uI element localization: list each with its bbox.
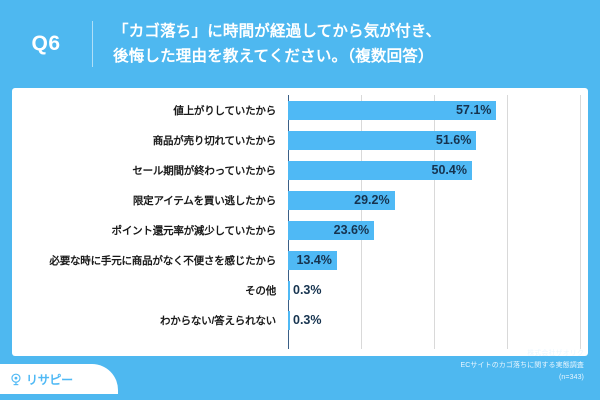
header-divider — [92, 21, 93, 67]
chart-row: 必要な時に手元に商品がなく不便さを感じたから 13.4% — [12, 245, 588, 275]
chart-bar-wrap: 50.4% — [288, 155, 588, 185]
chart-bar-value: 29.2% — [354, 193, 390, 207]
chart-bar: 51.6% — [288, 130, 477, 150]
chart-bar: 13.4% — [288, 250, 337, 270]
slide-header: Q6 「カゴ落ち」に時間が経過してから気が付き、 後悔した理由を教えてください。… — [0, 0, 600, 88]
chart-bar: 23.6% — [288, 220, 375, 240]
chart-category-label: わからない/答えられない — [159, 314, 276, 327]
chart-row: わからない/答えられない 0.3% — [12, 305, 588, 335]
chart-category-label: セール期間が終わっていたから — [132, 164, 276, 177]
brand-logo-text: リサピー — [26, 372, 73, 387]
brand-logo-inner: リサピー — [10, 371, 73, 388]
chart-gridline — [434, 95, 435, 349]
chart-bar-wrap: 29.2% — [288, 185, 588, 215]
chart-gridline — [580, 95, 581, 349]
chart-rows: 値上がりしていたから 57.1% 商品が売り切れていたから 51.6% セール期間が終わ… — [12, 95, 588, 335]
question-title-line-1: 「カゴ落ち」に時間が経過してから気が付き、 — [113, 22, 442, 40]
footer-credits: 株式会社ザオリク ECサイトのカゴ落ちに関する実態調査 (n=343) — [460, 348, 584, 384]
chart-bar — [288, 310, 290, 330]
magnifier-circle-icon — [11, 373, 21, 385]
chart-bar: 57.1% — [288, 100, 497, 120]
chart-row: ポイント還元率が減少していたから 23.6% — [12, 215, 588, 245]
chart-bar-wrap: 23.6% — [288, 215, 588, 245]
chart-bar-value: 0.3% — [293, 313, 322, 327]
question-title: 「カゴ落ち」に時間が経過してから気が付き、 後悔した理由を教えてください。（複数… — [93, 19, 441, 69]
chart-row: 値上がりしていたから 57.1% — [12, 95, 588, 125]
chart-bar-value: 51.6% — [435, 133, 472, 147]
chart-bar: 29.2% — [288, 190, 395, 210]
chart-category-label: 限定アイテムを買い逃したから — [132, 194, 276, 207]
chart-bar-wrap: 57.1% — [288, 95, 588, 125]
chart-bar-wrap: 0.3% — [288, 305, 588, 335]
question-number: Q6 — [31, 32, 61, 55]
chart-bar-wrap: 0.3% — [288, 275, 588, 305]
footer-company: 株式会社ザオリク — [527, 350, 584, 357]
chart-bar-value: 57.1% — [455, 103, 492, 117]
chart-row: 限定アイテムを買い逃したから 29.2% — [12, 185, 588, 215]
chart-bar-value: 13.4% — [296, 253, 332, 267]
chart-card: 値上がりしていたから 57.1% 商品が売り切れていたから 51.6% セール期間が終わ… — [12, 88, 588, 356]
chart-row: その他 0.3% — [12, 275, 588, 305]
chart-row: セール期間が終わっていたから 50.4% — [12, 155, 588, 185]
chart-bar-value: 0.3% — [293, 283, 322, 297]
chart-category-label: その他 — [245, 284, 276, 297]
chart-category-label: 商品が売り切れていたから — [152, 134, 276, 147]
chart-bar-value: 23.6% — [333, 223, 370, 237]
footer-survey-name: ECサイトのカゴ落ちに関する実態調査 — [460, 362, 584, 370]
chart-category-label: 値上がりしていたから — [173, 104, 276, 117]
brand-logo: リサピー — [0, 364, 118, 394]
chart-bar — [288, 280, 290, 300]
chart-gridline — [507, 95, 508, 349]
chart-bar-value: 50.4% — [431, 163, 467, 177]
chart-category-label: ポイント還元率が減少していたから — [111, 224, 277, 237]
bar-chart: 値上がりしていたから 57.1% 商品が売り切れていたから 51.6% セール期間が終わ… — [12, 88, 588, 356]
chart-bar-wrap: 51.6% — [288, 125, 588, 155]
chart-bar: 50.4% — [288, 160, 472, 180]
chart-row: 商品が売り切れていたから 51.6% — [12, 125, 588, 155]
footer-sample-size: (n=343) — [558, 374, 584, 382]
question-title-line-2: 後悔した理由を教えてください。（複数回答） — [113, 48, 434, 65]
chart-category-label: 必要な時に手元に商品がなく不便さを感じたから — [49, 254, 276, 267]
chart-bar-wrap: 13.4% — [288, 245, 588, 275]
